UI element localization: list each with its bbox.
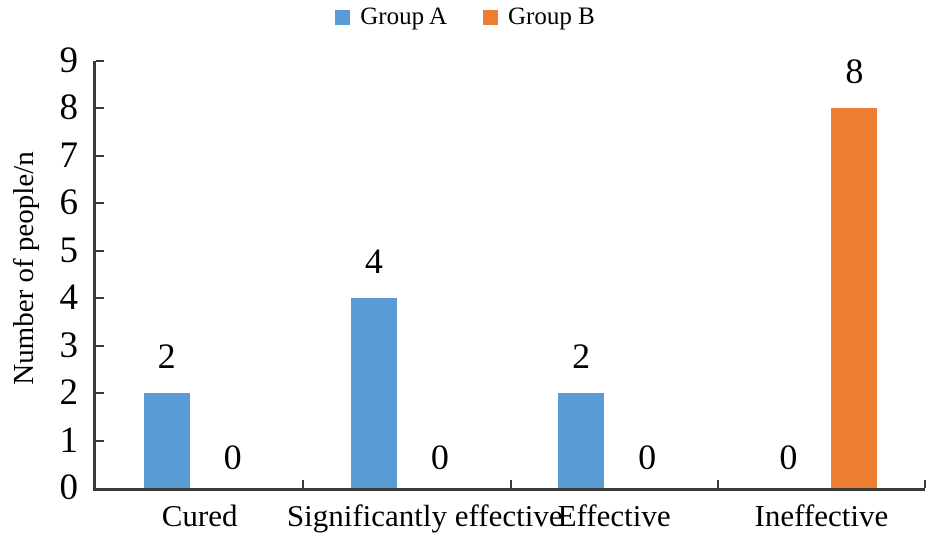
y-axis-tick-label: 0 xyxy=(59,467,79,508)
x-axis-label-effective: Effective xyxy=(557,498,671,533)
bar-value-label: 0 xyxy=(638,437,657,477)
x-axis-tick xyxy=(509,480,512,488)
y-axis-tick xyxy=(96,154,104,157)
y-axis-tick-label: 1 xyxy=(59,419,79,461)
y-axis-tick-label: 6 xyxy=(59,182,79,224)
x-axis-tick xyxy=(924,480,926,488)
y-axis-tick xyxy=(96,249,104,252)
bar-group-b-ineffective xyxy=(831,108,878,488)
y-axis-tick xyxy=(96,297,104,300)
y-axis-tick xyxy=(96,60,104,62)
x-axis-line xyxy=(93,488,925,491)
bar-value-label: 0 xyxy=(430,437,449,477)
bar-value-label: 0 xyxy=(779,437,798,477)
legend-label-group-a: Group A xyxy=(360,3,447,30)
y-axis-tick xyxy=(96,439,104,442)
bar-value-label: 2 xyxy=(572,336,591,377)
y-axis-tick-label: 7 xyxy=(59,134,79,176)
bar-group-a-effective xyxy=(558,393,605,488)
x-axis-label-significantly-effective: Significantly effective xyxy=(286,498,563,533)
x-axis-tick xyxy=(716,480,719,488)
y-axis-tick-label: 8 xyxy=(59,87,79,129)
x-axis-label-cured: Cured xyxy=(161,498,238,533)
y-axis-tick-label: 4 xyxy=(59,277,79,319)
y-axis-tick xyxy=(96,392,104,395)
y-axis-tick-label: 3 xyxy=(59,324,79,366)
bar-group-a-significantly-effective xyxy=(350,298,397,488)
y-axis-tick-label: 9 xyxy=(59,40,79,81)
bar-value-label: 8 xyxy=(845,51,864,92)
y-axis-tick-label: 2 xyxy=(59,372,79,414)
legend-item-group-b: Group B xyxy=(483,4,595,30)
y-axis-tick-label: 5 xyxy=(59,229,79,271)
x-axis-label-ineffective: Ineffective xyxy=(754,498,889,533)
y-axis-tick xyxy=(96,107,104,110)
x-axis-tick xyxy=(302,480,305,488)
legend-swatch-group-b xyxy=(483,9,498,25)
bar-value-label: 2 xyxy=(157,336,176,377)
bar-value-label: 0 xyxy=(223,437,242,477)
bar-group-a-cured xyxy=(143,393,190,488)
bar-value-label: 4 xyxy=(364,241,383,282)
legend-swatch-group-a xyxy=(335,9,351,25)
y-axis-tick xyxy=(96,202,104,205)
chart-legend: Group A Group B xyxy=(0,3,930,31)
y-axis-line xyxy=(93,61,96,491)
legend-item-group-a: Group A xyxy=(335,4,447,30)
legend-label-group-b: Group B xyxy=(508,3,595,30)
y-axis-tick xyxy=(96,344,104,347)
